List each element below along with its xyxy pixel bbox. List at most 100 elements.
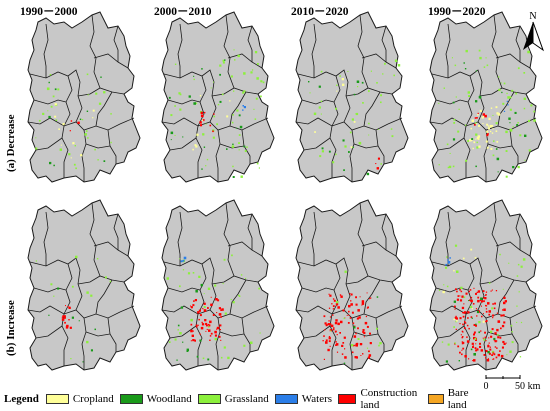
change-patch-crop — [54, 103, 57, 106]
legend-item-waters: Waters — [274, 393, 332, 405]
county-boundary — [61, 313, 69, 366]
county-boundary — [75, 283, 83, 311]
county-boundary — [361, 53, 397, 69]
county-boundary — [375, 317, 385, 352]
change-patch-grass — [35, 147, 38, 150]
change-patch-cons — [462, 312, 465, 314]
change-patch-cons — [204, 111, 206, 114]
change-patch-grass — [170, 114, 173, 117]
change-patch-cons — [455, 288, 457, 290]
change-patch-cons — [354, 356, 357, 359]
change-patch-grass — [516, 321, 518, 323]
change-patch-grass — [193, 78, 195, 81]
county-boundary — [43, 211, 49, 266]
change-patch-cons — [489, 346, 491, 348]
county-boundary — [85, 331, 111, 337]
change-patch-cons — [364, 321, 368, 325]
change-patch-cons — [501, 324, 505, 328]
change-patch-crop — [336, 90, 338, 92]
change-patch-grass — [335, 107, 337, 110]
county-boundary — [487, 331, 513, 337]
change-patch-cons — [203, 309, 207, 312]
change-patch-crop — [487, 146, 489, 149]
change-patch-wood — [188, 95, 191, 98]
change-patch-grass — [238, 294, 240, 297]
change-patch-grass — [240, 274, 243, 276]
change-patch-cons — [329, 316, 332, 318]
change-patch-cons — [64, 321, 66, 324]
change-patch-grass — [394, 59, 398, 62]
change-patch-grass — [84, 133, 87, 136]
county-boundary — [463, 125, 471, 178]
change-patch-crop — [486, 130, 489, 133]
change-patch-cons — [202, 308, 204, 310]
change-patch-wood — [71, 316, 74, 319]
change-patch-cons — [356, 317, 359, 320]
change-patch-grass — [438, 102, 440, 104]
change-patch-water — [447, 261, 451, 264]
change-patch-crop — [481, 116, 484, 119]
change-patch-wood — [453, 300, 456, 303]
map-increase-1990-2020 — [429, 199, 543, 371]
change-patch-water — [507, 104, 509, 106]
change-patch-grass — [46, 87, 50, 91]
change-patch-wood — [328, 150, 331, 153]
county-boundary — [381, 213, 387, 250]
change-patch-grass — [232, 114, 234, 116]
change-patch-crop — [482, 115, 485, 118]
change-patch-wood — [200, 283, 203, 287]
change-patch-grass — [213, 115, 216, 118]
change-patch-cons — [461, 341, 463, 343]
change-patch-grass — [506, 92, 508, 95]
change-patch-wood — [224, 59, 226, 61]
change-patch-cons — [487, 133, 489, 135]
change-patch-wood — [353, 326, 356, 329]
change-patch-cons — [190, 306, 193, 309]
change-patch-crop — [341, 78, 344, 81]
change-patch-grass — [380, 101, 382, 104]
change-patch-cons — [485, 340, 487, 342]
change-patch-grass — [349, 131, 352, 134]
change-patch-cons — [467, 311, 470, 314]
change-patch-grass — [220, 356, 223, 359]
change-patch-crop — [485, 140, 488, 143]
change-patch-grass — [179, 108, 182, 111]
change-patch-wood — [54, 88, 57, 91]
change-patch-cons — [210, 296, 212, 298]
change-patch-cons — [359, 296, 361, 298]
change-patch-cons — [454, 308, 456, 310]
change-patch-wood — [476, 310, 480, 314]
change-patch-cons — [499, 350, 501, 352]
change-patch-grass — [253, 108, 255, 110]
change-patch-grass — [318, 106, 321, 109]
change-patch-cons — [504, 300, 507, 303]
change-patch-cons — [350, 303, 353, 306]
change-patch-grass — [86, 291, 89, 294]
change-patch-cons — [493, 307, 496, 310]
change-patch-crop — [92, 117, 94, 119]
change-patch-cons — [212, 130, 214, 133]
change-patch-cons — [454, 305, 456, 308]
change-patch-cons — [340, 295, 343, 298]
change-patch-wood — [516, 124, 519, 126]
change-patch-cons — [195, 325, 198, 328]
change-patch-cons — [370, 297, 372, 299]
change-patch-cons — [475, 349, 478, 352]
change-patch-wood — [48, 115, 51, 119]
change-patch-grass — [475, 133, 478, 136]
change-patch-cons — [473, 359, 476, 362]
legend-item-woodland: Woodland — [119, 393, 192, 405]
legend-item-cropland: Cropland — [45, 393, 114, 405]
county-boundary — [357, 14, 369, 89]
change-patch-cons — [220, 309, 222, 311]
change-patch-wood — [478, 95, 482, 99]
change-patch-grass — [505, 150, 508, 152]
change-patch-grass — [70, 358, 72, 360]
change-patch-cons — [480, 300, 484, 303]
change-patch-wood — [321, 147, 324, 150]
change-patch-cons — [455, 328, 457, 330]
change-patch-grass — [456, 270, 459, 273]
change-patch-cons — [484, 297, 487, 300]
change-patch-cons — [460, 290, 463, 293]
